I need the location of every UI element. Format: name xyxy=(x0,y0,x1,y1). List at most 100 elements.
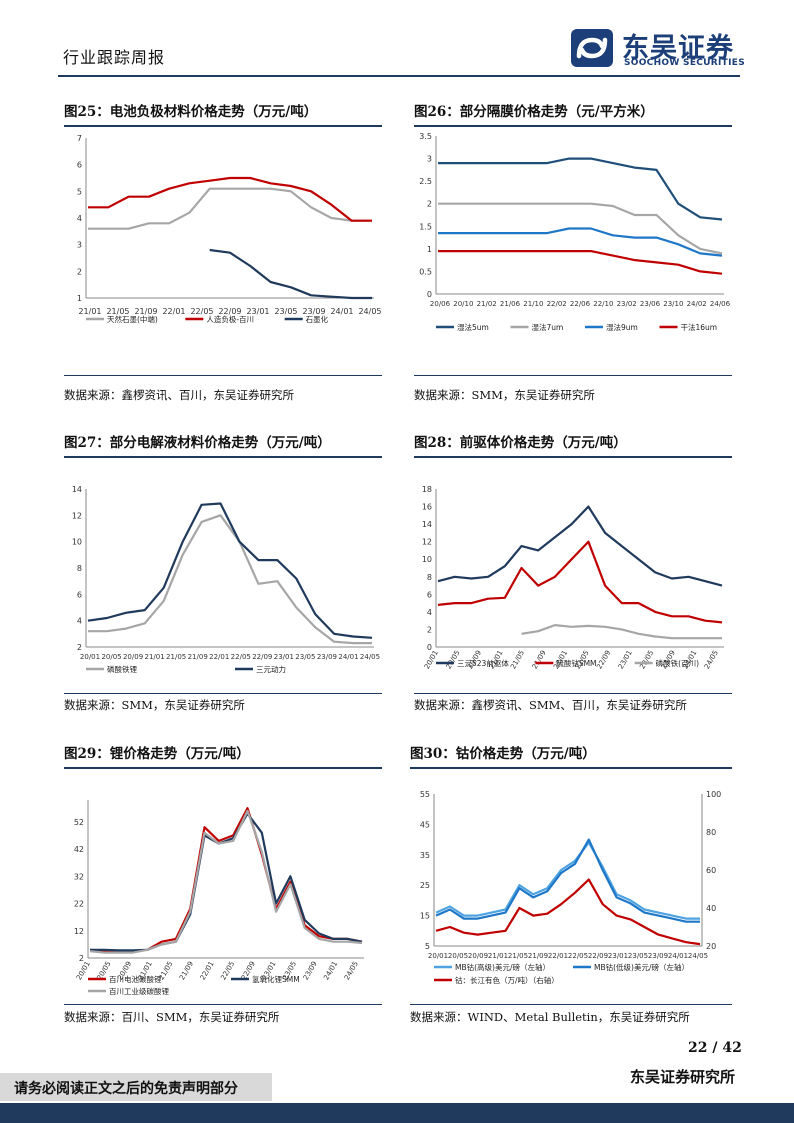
x-tick-label: 20/01 xyxy=(428,952,448,960)
legend-label: 天然石墨(中端) xyxy=(107,314,158,324)
figure-29: 图29：锂价格走势（万元/吨） 2 12 22 32 42 52 20/01 20/05 20/… xyxy=(64,742,382,1042)
y-tick-label: 15 xyxy=(420,912,430,921)
y-tick-label: 12 xyxy=(422,538,432,547)
series-line xyxy=(435,878,701,946)
series-line xyxy=(438,227,723,257)
x-tick-label: 24/06 xyxy=(710,300,731,308)
y-tick-label: 52 xyxy=(74,818,84,827)
chart-anode-prices: 1 2 3 4 5 6 7 21/01 21/05 21/09 22/01 22/05 22/09 23/… xyxy=(77,134,382,324)
series-line xyxy=(435,838,700,923)
y2-tick-label: 80 xyxy=(706,828,716,837)
footer-band xyxy=(0,1103,794,1123)
x-tick-label: 24/01 xyxy=(330,307,353,316)
brand-logo: 东吴证券 SOOCHOW SECURITIES xyxy=(570,28,745,72)
x-tick-label: 21/05 xyxy=(166,653,186,661)
page-number: 22 / 42 xyxy=(688,1040,742,1056)
x-tick-label: 20/06 xyxy=(430,300,451,308)
y-tick-label: 2 xyxy=(77,643,82,652)
series-line xyxy=(435,841,700,920)
series-line xyxy=(437,540,723,624)
x-tick-label: 21/09 xyxy=(531,649,548,670)
x-tick-label: 24/05 xyxy=(688,952,708,960)
x-tick-label: 23/09 xyxy=(648,952,668,960)
brand-logo-icon xyxy=(571,29,613,67)
x-tick-label: 24/05 xyxy=(360,653,380,661)
y-tick-label: 55 xyxy=(420,790,430,799)
series-line xyxy=(88,176,372,222)
legend-label: 氢氧化锂SMM xyxy=(252,974,300,984)
x-tick-label: 20/01 xyxy=(423,649,440,670)
y-tick-label: 10 xyxy=(422,555,432,564)
y-tick-label: 8 xyxy=(427,573,432,582)
figure-title: 图30：钴价格走势（万元/吨） xyxy=(410,746,596,762)
y-tick-label: 25 xyxy=(420,881,430,890)
x-tick-label: 20/05 xyxy=(448,952,468,960)
y-tick-label: 42 xyxy=(74,845,84,854)
series-line xyxy=(437,505,723,587)
x-tick-label: 21/05 xyxy=(509,649,526,670)
figure-bottom-rule xyxy=(64,693,382,694)
series-line xyxy=(89,809,363,954)
y-tick-label: 1.5 xyxy=(419,222,432,231)
y-tick-label: 5 xyxy=(77,187,82,196)
legend-label: 百川电池碳酸锂 xyxy=(109,974,162,984)
figure-25: 图25：电池负极材料价格走势（万元/吨） 1 2 3 4 5 6 7 21/01 21/05 21… xyxy=(64,100,382,410)
y-tick-label: 6 xyxy=(77,161,82,170)
x-tick-label: 22/01 xyxy=(548,952,568,960)
y2-tick-label: 100 xyxy=(706,790,721,799)
y-tick-label: 14 xyxy=(422,520,432,529)
legend-label: 磷酸铁(百川) xyxy=(656,658,699,668)
x-tick-label: 24/01 xyxy=(338,653,358,661)
legend-label: MB钴(高级)美元/磅（左轴） xyxy=(455,962,550,972)
figure-top-rule xyxy=(410,767,732,769)
x-tick-label: 22/01 xyxy=(199,960,216,981)
x-tick-label: 20/09 xyxy=(123,653,143,661)
x-tick-label: 21/01 xyxy=(145,653,165,661)
figure-title: 图27：部分电解液材料价格走势（万元/吨） xyxy=(64,435,331,451)
y-tick-label: 4 xyxy=(77,617,82,626)
y-tick-label: 12 xyxy=(72,511,82,520)
figure-bottom-rule xyxy=(414,375,732,376)
y2-tick-label: 40 xyxy=(706,904,716,913)
y-tick-label: 12 xyxy=(74,927,84,936)
figure-30: 图30：钴价格走势（万元/吨） 5 15 25 35 45 55 20 40 60 80 100 20… xyxy=(410,742,732,1042)
x-tick-label: 22/05 xyxy=(568,952,588,960)
figure-source: 数据来源：WIND、Metal Bulletin，东吴证券研究所 xyxy=(410,1010,690,1024)
x-tick-label: 22/06 xyxy=(570,300,591,308)
x-tick-label: 23/09 xyxy=(302,960,319,981)
x-tick-label: 22/09 xyxy=(252,653,272,661)
x-tick-label: 22/05 xyxy=(190,307,213,316)
y-tick-label: 4 xyxy=(77,214,82,223)
disclaimer-box: 请务必阅读正文之后的免责声明部分 xyxy=(0,1073,272,1101)
figure-top-rule xyxy=(414,456,732,458)
y-tick-label: 1 xyxy=(77,294,82,303)
y-tick-label: 3.5 xyxy=(419,132,432,141)
series-line xyxy=(438,250,723,275)
x-tick-label: 24/05 xyxy=(358,307,381,316)
y-tick-label: 2 xyxy=(427,200,432,209)
x-tick-label: 21/06 xyxy=(500,300,521,308)
y-tick-label: 35 xyxy=(420,851,430,860)
x-tick-label: 24/01 xyxy=(322,960,339,981)
legend-label: 石墨化 xyxy=(306,314,329,324)
figure-source: 数据来源：SMM，东吴证券研究所 xyxy=(64,698,245,712)
series-line xyxy=(438,202,723,255)
x-tick-label: 24/05 xyxy=(343,960,360,981)
y-tick-label: 32 xyxy=(74,872,84,881)
x-tick-label: 22/09 xyxy=(595,649,612,670)
figure-27: 图27：部分电解液材料价格走势（万元/吨） 2 4 6 8 10 12 14 20/01 20/… xyxy=(64,431,382,731)
chart-electrolyte-prices: 2 4 6 8 10 12 14 20/01 20/05 20/09 21/01 21/05 21/09… xyxy=(72,485,380,674)
x-tick-label: 23/01 xyxy=(617,649,634,670)
x-tick-label: 20/01 xyxy=(80,653,100,661)
x-tick-label: 24/05 xyxy=(703,649,720,670)
figure-title: 图26：部分隔膜价格走势（元/平方米） xyxy=(414,104,654,120)
figure-source: 数据来源：百川、SMM，东吴证券研究所 xyxy=(64,1010,280,1024)
x-tick-label: 23/09 xyxy=(317,653,337,661)
legend-label: 湿法5um xyxy=(457,322,489,332)
y-tick-label: 14 xyxy=(72,485,82,494)
section-title: 行业跟踪周报 xyxy=(63,48,166,67)
x-tick-label: 20/05 xyxy=(101,653,121,661)
figure-26: 图26：部分隔膜价格走势（元/平方米） 0 0.5 1 1.5 2 2.5 3 3.5 20/0… xyxy=(414,100,732,410)
x-tick-label: 22/02 xyxy=(547,300,567,308)
